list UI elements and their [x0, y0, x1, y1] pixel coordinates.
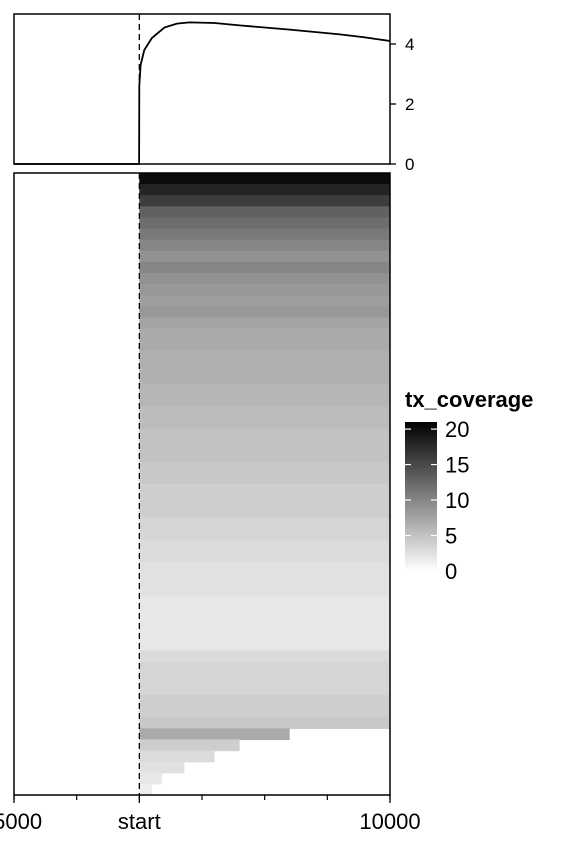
heatmap-row	[139, 295, 390, 307]
heatmap-x-tick-label: 10000	[359, 809, 420, 834]
profile-y-tick-label: 4	[405, 35, 414, 54]
heatmap-row	[139, 272, 390, 285]
legend-colorbar	[405, 422, 437, 571]
heatmap-row	[139, 450, 390, 463]
legend-tick-label: 15	[445, 453, 469, 478]
heatmap-row	[139, 583, 390, 596]
legend-title: tx_coverage	[405, 387, 533, 412]
heatmap-row	[139, 750, 215, 763]
heatmap-row	[139, 350, 390, 363]
heatmap-row	[139, 439, 390, 452]
heatmap-row	[139, 372, 390, 385]
heatmap-row	[139, 783, 152, 796]
heatmap-row	[139, 461, 390, 474]
heatmap-row	[139, 195, 390, 207]
legend-tick-label: 20	[445, 417, 469, 442]
heatmap-row	[139, 739, 240, 752]
profile-y-axis: 0 2 4	[390, 35, 414, 174]
legend-tick-label: 10	[445, 488, 469, 513]
heatmap-row	[139, 250, 390, 263]
heatmap-row	[139, 539, 390, 552]
heatmap-row	[139, 339, 390, 352]
heatmap-cells	[139, 173, 390, 796]
heatmap-row	[139, 417, 390, 430]
heatmap-row	[139, 772, 162, 785]
heatmap-row	[139, 606, 390, 618]
heatmap-row	[139, 550, 390, 563]
legend-ticks: 0 5 10 15 20	[405, 417, 469, 584]
heatmap-row	[139, 484, 390, 496]
heatmap-row	[139, 495, 390, 507]
heatmap-row	[139, 306, 390, 318]
heatmap-row	[139, 528, 390, 541]
heatmap-row	[139, 695, 390, 707]
heatmap-row	[139, 239, 390, 252]
heatmap-row	[139, 639, 390, 652]
profile-panel: 0 2 4	[13, 13, 414, 174]
heatmap-row	[139, 595, 390, 607]
heatmap-row	[139, 206, 390, 219]
heatmap-x-axis: -5000 start 10000	[0, 795, 421, 834]
heatmap-row	[139, 384, 390, 396]
heatmap-row	[139, 173, 390, 185]
profile-y-tick-label: 2	[405, 95, 414, 114]
heatmap-row	[139, 406, 390, 418]
heatmap-row	[139, 517, 390, 530]
heatmap-row	[139, 683, 390, 696]
heatmap-x-tick-label: -5000	[0, 809, 42, 834]
heatmap-row	[139, 617, 390, 629]
heatmap-row	[139, 328, 390, 341]
heatmap-row	[139, 628, 390, 641]
profile-marks	[13, 13, 391, 165]
heatmap-row	[139, 261, 390, 274]
heatmap-panel: -5000 start 10000	[0, 172, 421, 834]
heatmap-row	[139, 284, 390, 296]
heatmap-row	[139, 650, 390, 663]
heatmap-row	[139, 228, 390, 241]
heatmap-row	[139, 717, 390, 729]
heatmap-row	[139, 561, 390, 574]
heatmap-row	[139, 706, 390, 718]
heatmap-row	[139, 672, 390, 685]
legend: tx_coverage 0 5 10 15 20	[405, 387, 533, 584]
heatmap-x-tick-label: start	[118, 809, 161, 834]
heatmap-row	[139, 661, 390, 674]
heatmap-row	[139, 761, 185, 774]
heatmap-row	[139, 395, 390, 407]
heatmap-row	[139, 572, 390, 585]
heatmap-row	[139, 728, 290, 741]
heatmap-row	[139, 472, 390, 485]
heatmap-row	[139, 428, 390, 441]
heatmap-row	[139, 184, 390, 196]
legend-tick-label: 0	[445, 559, 457, 584]
heatmap-row	[139, 217, 390, 230]
legend-tick-label: 5	[445, 524, 457, 549]
heatmap-row	[139, 317, 390, 330]
profile-line	[14, 21, 391, 165]
profile-y-tick-label: 0	[405, 155, 414, 174]
heatmap-row	[139, 361, 390, 374]
profile-frame	[13, 13, 391, 165]
heatmap-row	[139, 506, 390, 518]
